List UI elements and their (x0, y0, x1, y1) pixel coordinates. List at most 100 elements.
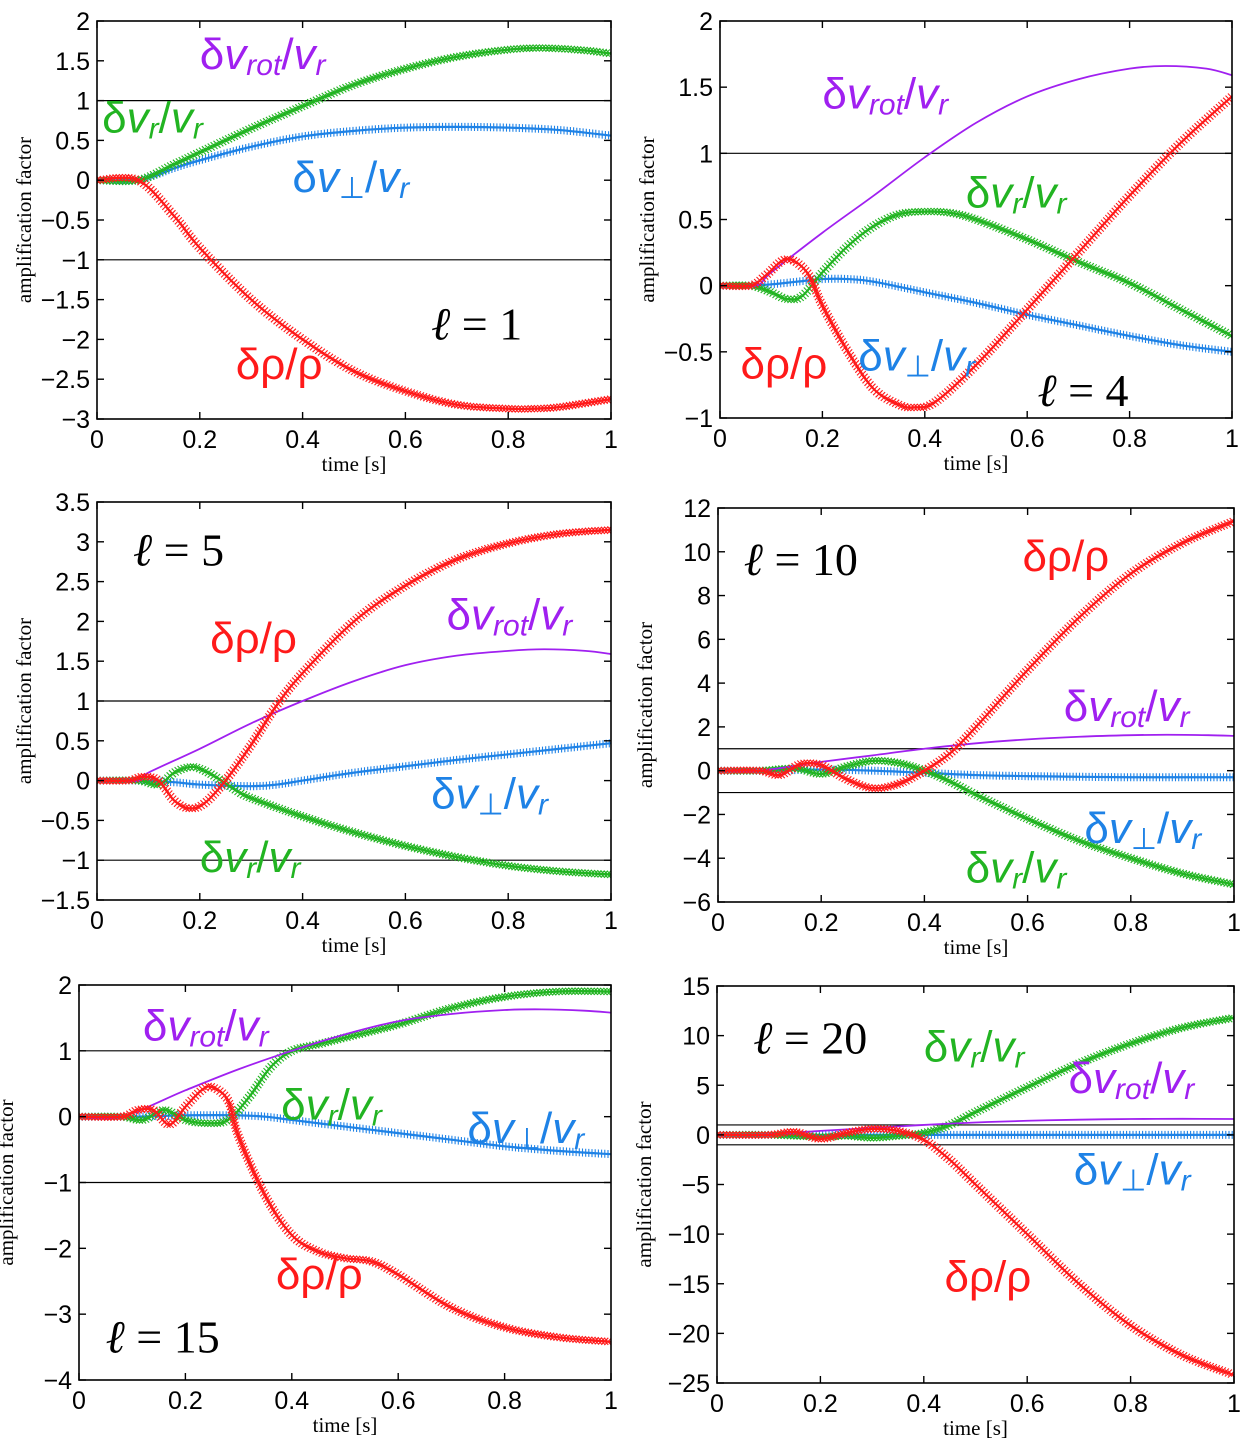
x-tick-label: 0.2 (182, 907, 217, 935)
y-tick-label: 10 (683, 539, 711, 567)
y-tick-label: 0.5 (678, 207, 713, 235)
series-label-vperp: δv⊥/vr (467, 1104, 585, 1156)
y-tick-label: 4 (697, 670, 711, 698)
y-tick-label: 1 (58, 1038, 72, 1066)
y-tick-label: 3.5 (55, 489, 90, 517)
y-axis-label: amplification factor (12, 618, 36, 784)
multipole-label: ℓ = 4 (1037, 365, 1128, 416)
y-tick-label: 1.5 (678, 74, 713, 102)
series-label-rho: δρ/ρ (236, 340, 323, 389)
y-tick-label: −1 (43, 1170, 72, 1198)
chart-panel-6: 0 0.2 0.4 0.6 0.8 1 −25 −20 −15 −10 −5 0 5 10 15 time [… (632, 973, 1241, 1440)
series-markers-vperp (720, 274, 1232, 356)
series-vr (97, 763, 611, 879)
x-tick-label: 0.6 (1010, 425, 1045, 453)
x-tick-label: 0.2 (168, 1387, 203, 1415)
series-markers-rho (718, 517, 1234, 793)
y-tick-label: −3 (43, 1301, 72, 1329)
y-axis-label: amplification factor (12, 137, 36, 303)
x-tick-label: 1 (604, 1387, 618, 1415)
series-label-vperp: δv⊥/vr (431, 769, 549, 821)
series-label-rho: δρ/ρ (276, 1250, 363, 1299)
x-tick-label: 0.4 (285, 907, 320, 935)
series-label-vr: δvr/vr (102, 93, 204, 145)
y-tick-label: −1.5 (41, 287, 90, 315)
y-tick-label: −1 (61, 847, 90, 875)
y-tick-label: −3 (61, 406, 90, 434)
series-label-rho: δρ/ρ (1022, 532, 1109, 581)
series-vrot (97, 648, 611, 783)
y-tick-label: 15 (682, 973, 710, 1001)
multipole-label: ℓ = 5 (133, 525, 224, 576)
y-tick-label: −5 (681, 1172, 710, 1200)
series-vrot (79, 1008, 611, 1120)
series-label-vperp: δv⊥/vr (1084, 804, 1202, 856)
y-tick-label: −2 (61, 326, 90, 354)
y-tick-label: −1.5 (41, 887, 90, 915)
y-tick-label: −0.5 (41, 207, 90, 235)
series-label-vrot: δvrot/vr (143, 1001, 270, 1053)
x-tick-label: 0.8 (1112, 425, 1147, 453)
series-rho (97, 526, 611, 813)
series-label-vrot: δvrot/vr (822, 69, 949, 121)
series-label-rho: δρ/ρ (210, 614, 297, 663)
series-label-vrot: δvrot/vr (1069, 1054, 1196, 1106)
series-vperp (79, 1111, 611, 1158)
chart-panel-1: 0 0.2 0.4 0.6 0.8 1 −3 −2.5 −2 −1.5 −1 −0.5 0 0.5 1 1.5… (12, 8, 618, 476)
y-axis-label: amplification factor (635, 136, 659, 302)
x-tick-label: 0 (711, 909, 725, 937)
y-axis-label: amplification factor (632, 1101, 656, 1267)
series-label-vrot: δvrot/vr (1064, 682, 1191, 734)
y-tick-label: −0.5 (41, 807, 90, 835)
series-label-rho: δρ/ρ (740, 339, 827, 388)
y-tick-label: 2 (58, 972, 72, 1000)
series-markers-rho (97, 526, 611, 813)
series-vrot (718, 733, 1234, 773)
y-tick-label: −1 (61, 247, 90, 275)
series-markers-rho (79, 1082, 611, 1346)
y-tick-label: 1 (76, 88, 90, 116)
series-vperp (720, 274, 1232, 356)
x-tick-label: 0.8 (487, 1387, 522, 1415)
x-tick-label: 0 (713, 425, 727, 453)
series-line-vr (720, 210, 1232, 337)
series-markers-rho (97, 173, 611, 413)
y-tick-label: −1 (684, 405, 713, 433)
y-axis-label: amplification factor (0, 1099, 18, 1265)
x-tick-label: 0 (90, 426, 104, 454)
y-tick-label: 8 (697, 583, 711, 611)
y-tick-label: 2 (76, 608, 90, 636)
series-markers-rho (720, 93, 1232, 412)
y-tick-label: 2.5 (55, 569, 90, 597)
x-tick-label: 0.8 (1113, 1390, 1148, 1418)
x-tick-label: 0.4 (285, 426, 320, 454)
y-tick-label: 0 (697, 758, 711, 786)
x-tick-label: 0.2 (182, 426, 217, 454)
x-tick-label: 0.6 (1010, 909, 1045, 937)
series-line-vrot (79, 1008, 611, 1120)
y-tick-label: 2 (697, 714, 711, 742)
series-label-vr: δvr/vr (281, 1080, 383, 1132)
y-tick-label: 5 (696, 1072, 710, 1100)
x-tick-label: 0.4 (906, 1390, 941, 1418)
chart-panel-4: 0 0.2 0.4 0.6 0.8 1 −6 −4 −2 0 2 4 6 8 10 12 time [s] amp… (633, 495, 1241, 959)
series-label-vperp: δv⊥/vr (1074, 1146, 1192, 1198)
series-label-vrot: δvrot/vr (447, 590, 574, 642)
series-vr (720, 207, 1232, 340)
x-tick-label: 1 (1227, 909, 1241, 937)
y-tick-label: 0 (696, 1122, 710, 1150)
x-tick-label: 0.2 (804, 909, 839, 937)
series-markers-vr (97, 44, 611, 186)
y-tick-label: 1.5 (55, 648, 90, 676)
series-line-vrot (720, 65, 1232, 288)
series-line-vrot (97, 648, 611, 783)
series-markers-rho (717, 1124, 1234, 1378)
y-tick-label: 6 (697, 626, 711, 654)
multipole-label: ℓ = 20 (753, 1012, 867, 1063)
y-tick-label: 0 (699, 273, 713, 301)
series-label-vperp: δv⊥/vr (858, 331, 976, 383)
x-axis-label: time [s] (313, 1413, 378, 1437)
y-tick-label: 3 (76, 529, 90, 557)
y-tick-label: 1.5 (55, 48, 90, 76)
series-label-vr: δvr/vr (924, 1022, 1026, 1074)
